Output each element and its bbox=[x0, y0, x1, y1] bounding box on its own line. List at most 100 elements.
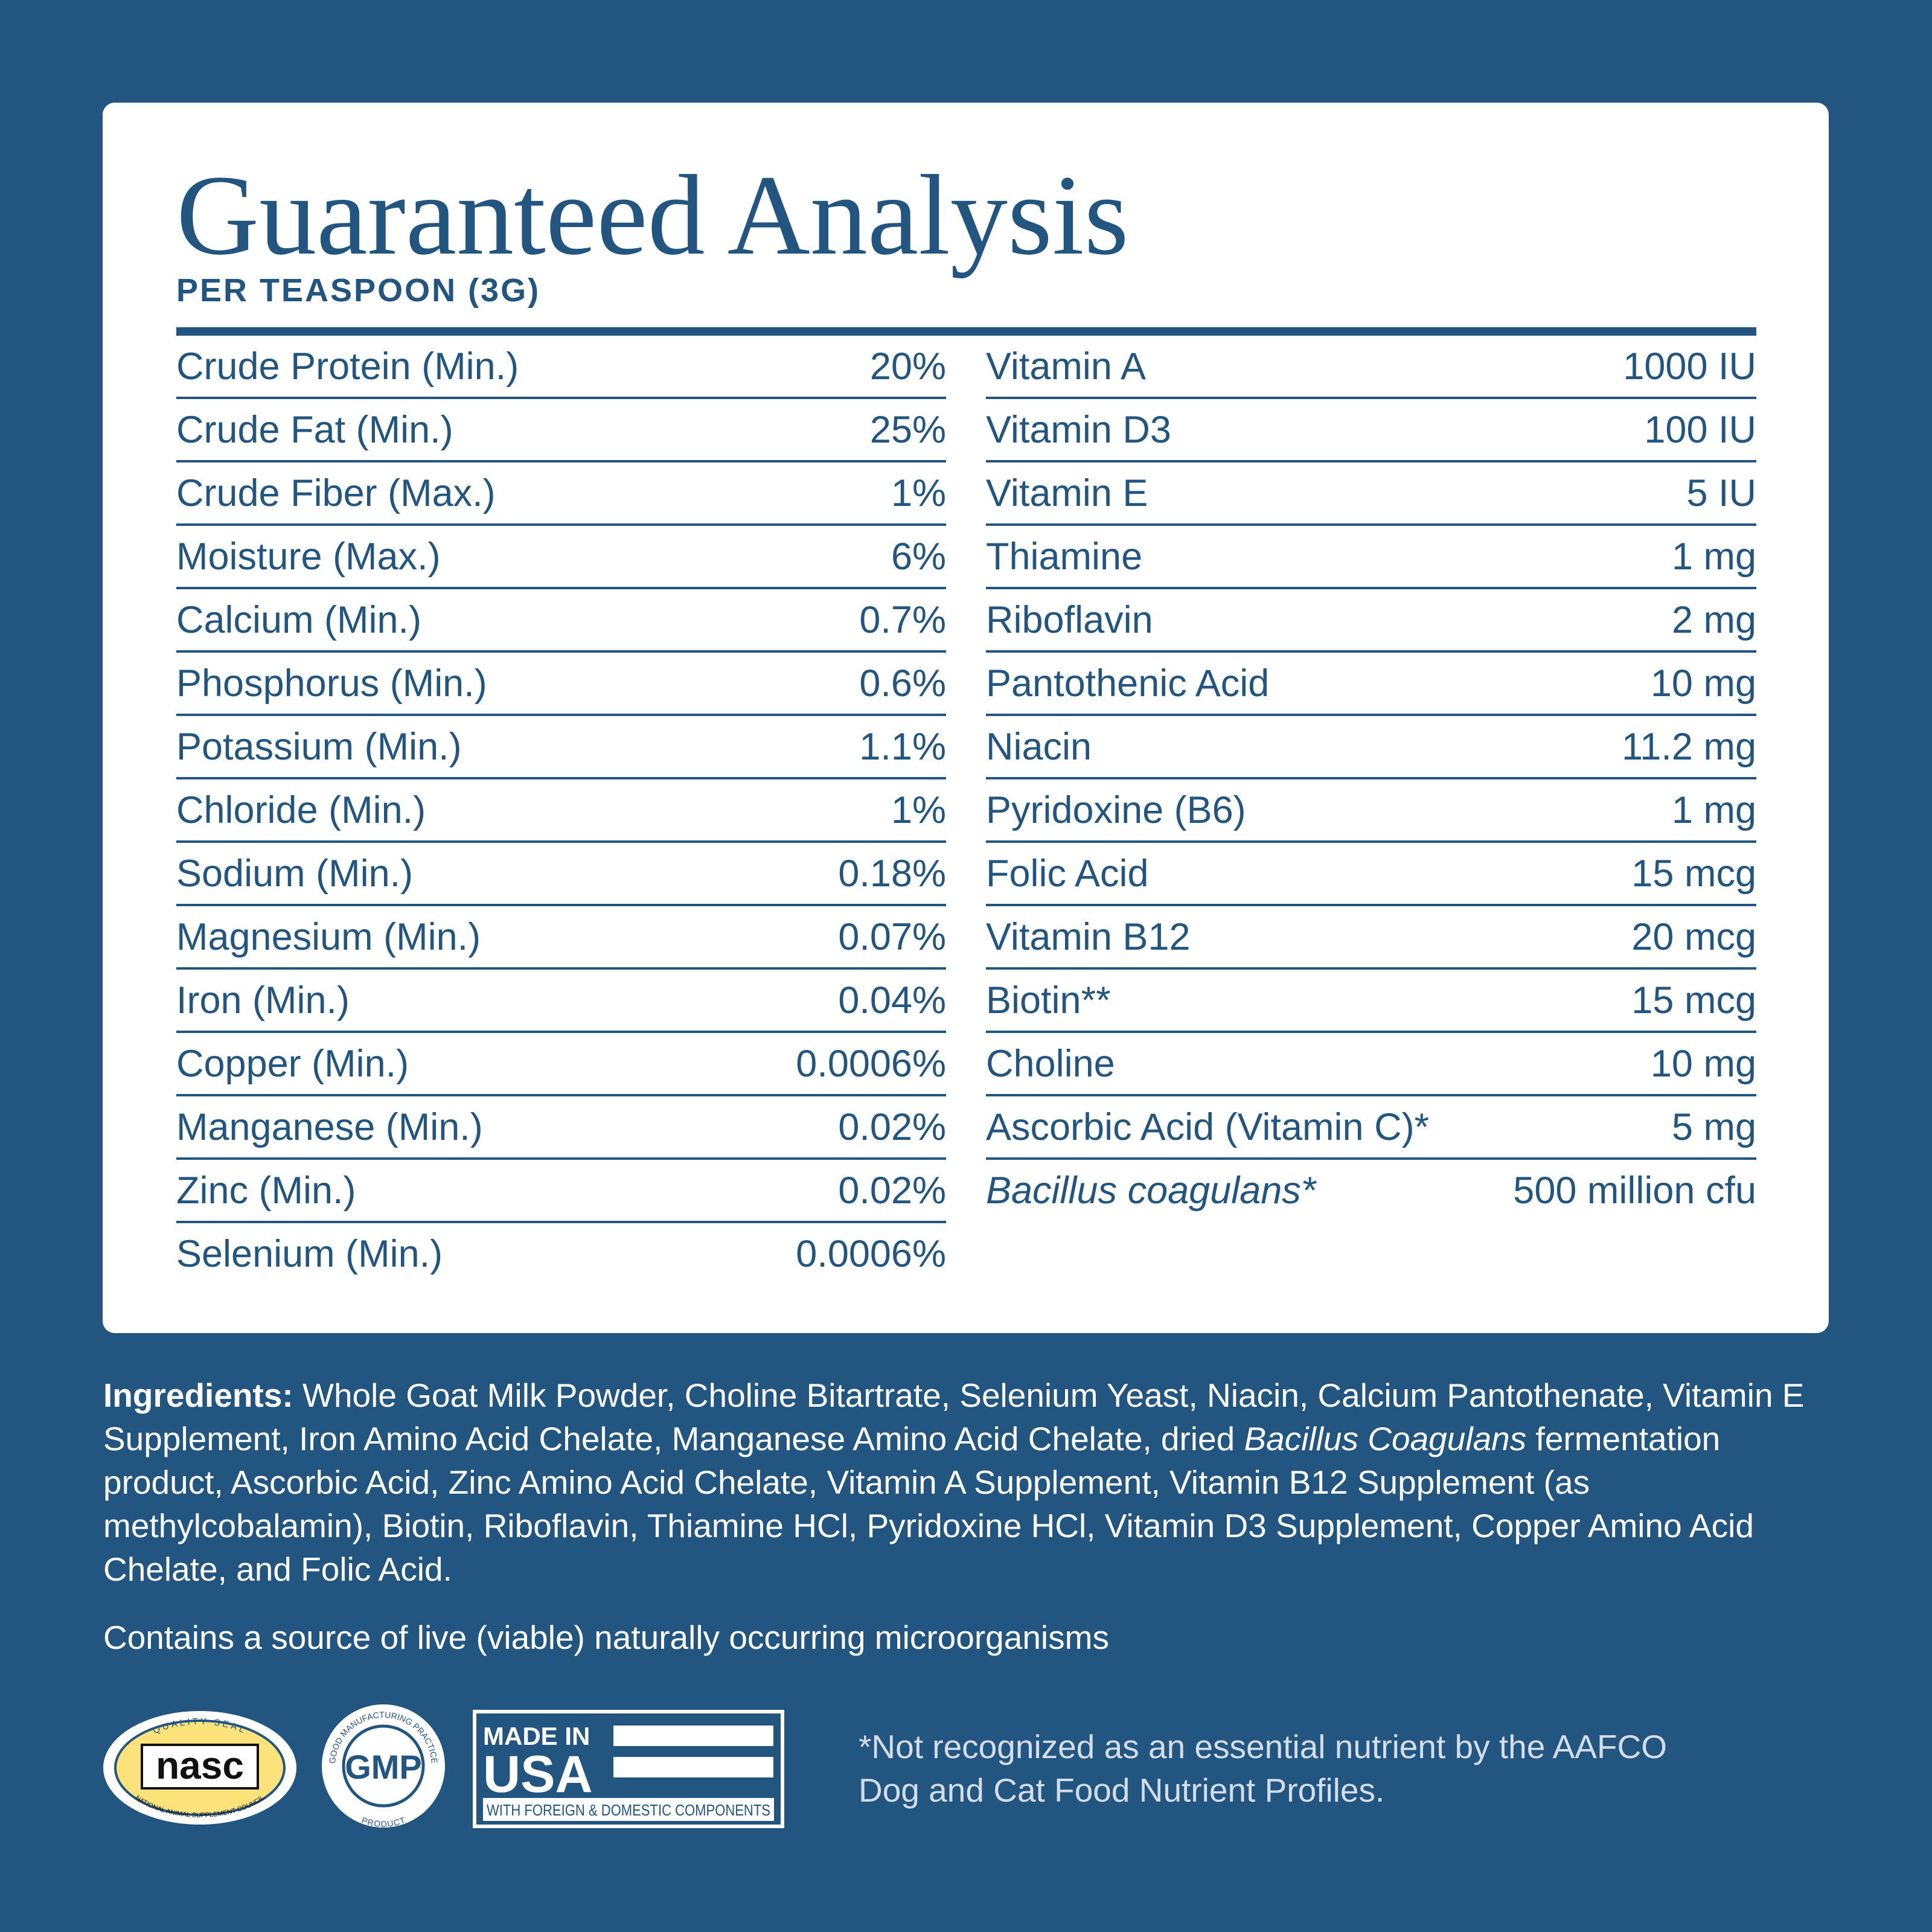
table-row: Potassium (Min.) 1.1% bbox=[176, 716, 946, 779]
nutrient-name: Pyridoxine (B6) bbox=[986, 788, 1246, 831]
nutrient-name: Vitamin E bbox=[986, 472, 1148, 514]
nutrient-value: 15 mcg bbox=[1631, 852, 1756, 895]
nutrient-value: 10 mg bbox=[1650, 1042, 1756, 1085]
nutrient-name: Pantothenic Acid bbox=[986, 662, 1270, 705]
nutrient-value: 0.04% bbox=[838, 979, 946, 1022]
nutrient-name: Riboflavin bbox=[986, 598, 1153, 641]
nutrient-value: 25% bbox=[869, 408, 946, 451]
nutrient-value: 0.07% bbox=[838, 915, 946, 958]
gmp-bottom: PRODUCT bbox=[360, 1815, 407, 1829]
table-row: Crude Protein (Min.) 20% bbox=[176, 336, 946, 399]
nutrient-value: 1% bbox=[891, 472, 946, 514]
analysis-card: Guaranteed Analysis PER TEASPOON (3G) Cr… bbox=[103, 103, 1829, 1333]
table-row: Niacin 11.2 mg bbox=[986, 716, 1756, 779]
table-row: Crude Fiber (Max.) 1% bbox=[176, 462, 946, 526]
table-row: Ascorbic Acid (Vitamin C)* 5 mg bbox=[986, 1096, 1756, 1160]
table-row: Selenium (Min.) 0.0006% bbox=[176, 1223, 946, 1284]
nutrient-name: Zinc (Min.) bbox=[176, 1169, 356, 1212]
nutrient-name: Niacin bbox=[986, 725, 1092, 768]
nutrient-value: 0.02% bbox=[838, 1169, 946, 1212]
table-row: Pantothenic Acid 10 mg bbox=[986, 653, 1756, 716]
nutrient-name: Calcium (Min.) bbox=[176, 598, 422, 641]
table-row: Magnesium (Min.) 0.07% bbox=[176, 906, 946, 970]
table-row: Zinc (Min.) 0.02% bbox=[176, 1160, 946, 1223]
nutrient-name: Vitamin A bbox=[986, 345, 1146, 388]
usa-line2: USA bbox=[483, 1745, 593, 1803]
right-column: Vitamin A 1000 IU Vitamin D3 100 IU Vitamin … bbox=[986, 336, 1756, 1221]
nutrient-name: Thiamine bbox=[986, 535, 1143, 578]
nutrient-value: 0.02% bbox=[838, 1105, 946, 1148]
nutrient-name: Crude Protein (Min.) bbox=[176, 345, 519, 388]
nutrient-value: 0.0006% bbox=[796, 1042, 946, 1085]
nutrient-name: Sodium (Min.) bbox=[176, 852, 414, 895]
nutrient-value: 20% bbox=[869, 345, 946, 388]
nutrient-value: 1 mg bbox=[1671, 788, 1756, 831]
table-row: Choline 10 mg bbox=[986, 1033, 1756, 1096]
left-column: Crude Protein (Min.) 20% Crude Fat (Min.) 2… bbox=[176, 336, 946, 1284]
nutrient-name: Crude Fiber (Max.) bbox=[176, 472, 496, 514]
nutrient-name: Iron (Min.) bbox=[176, 979, 350, 1022]
table-row: Moisture (Max.) 6% bbox=[176, 526, 946, 589]
nutrient-value: 2 mg bbox=[1671, 598, 1756, 641]
table-row: Pyridoxine (B6) 1 mg bbox=[986, 779, 1756, 843]
nutrient-name: Vitamin B12 bbox=[986, 915, 1191, 958]
nutrient-value: 20 mcg bbox=[1631, 915, 1756, 958]
nutrient-name: Potassium (Min.) bbox=[176, 725, 462, 768]
nutrient-name: Choline bbox=[986, 1042, 1115, 1085]
divider bbox=[176, 327, 1756, 336]
nutrient-value: 500 million cfu bbox=[1513, 1169, 1756, 1212]
nutrient-value: 100 IU bbox=[1644, 408, 1756, 451]
nutrient-name: Biotin** bbox=[986, 979, 1111, 1022]
nutrient-name: Copper (Min.) bbox=[176, 1042, 409, 1085]
title: Guaranteed Analysis bbox=[176, 152, 1129, 279]
table-row: Riboflavin 2 mg bbox=[986, 589, 1756, 653]
table-row: Thiamine 1 mg bbox=[986, 526, 1756, 589]
table-row: Vitamin D3 100 IU bbox=[986, 399, 1756, 462]
nutrient-name: Selenium (Min.) bbox=[176, 1232, 443, 1275]
nutrient-name: Vitamin D3 bbox=[986, 408, 1171, 451]
ingredients-text: Bacillus Coagulans bbox=[1244, 1420, 1527, 1457]
nutrient-value: 15 mcg bbox=[1631, 979, 1756, 1022]
nutrient-name: Moisture (Max.) bbox=[176, 535, 441, 578]
nutrient-name: Magnesium (Min.) bbox=[176, 915, 481, 958]
table-row: Iron (Min.) 0.04% bbox=[176, 970, 946, 1033]
nutrient-value: 0.0006% bbox=[796, 1232, 946, 1275]
nutrient-name: Crude Fat (Min.) bbox=[176, 408, 453, 451]
gmp-name: GMP bbox=[345, 1748, 422, 1786]
nutrient-name: Ascorbic Acid (Vitamin C)* bbox=[986, 1105, 1430, 1148]
nutrient-value: 5 IU bbox=[1686, 472, 1756, 514]
nutrient-value: 1% bbox=[891, 788, 946, 831]
ingredients-text: fermentation product, Ascorbic Acid, Zin… bbox=[103, 1420, 1754, 1588]
contains-note: Contains a source of live (viable) natur… bbox=[103, 1619, 1109, 1656]
nutrient-name: Phosphorus (Min.) bbox=[176, 662, 487, 705]
nutrient-value: 1 mg bbox=[1671, 535, 1756, 578]
table-row: Vitamin E 5 IU bbox=[986, 462, 1756, 526]
table-row: Folic Acid 15 mcg bbox=[986, 843, 1756, 906]
table-row: Bacillus coagulans* 500 million cfu bbox=[986, 1160, 1756, 1221]
nutrient-name: Chloride (Min.) bbox=[176, 788, 426, 831]
nutrient-name: Manganese (Min.) bbox=[176, 1105, 483, 1148]
table-row: Vitamin A 1000 IU bbox=[986, 336, 1756, 399]
nutrient-value: 6% bbox=[891, 535, 946, 578]
subtitle: PER TEASPOON (3G) bbox=[176, 272, 541, 309]
usa-line3: WITH FOREIGN & DOMESTIC COMPONENTS bbox=[487, 1801, 770, 1819]
table-row: Manganese (Min.) 0.02% bbox=[176, 1096, 946, 1160]
nutrient-value: 1.1% bbox=[859, 725, 946, 768]
footnote: *Not recognized as an essential nutrient… bbox=[859, 1728, 1668, 1809]
table-row: Vitamin B12 20 mcg bbox=[986, 906, 1756, 970]
usa-line1: MADE IN bbox=[483, 1722, 590, 1750]
ingredients: Ingredients: Whole Goat Milk Powder, Cho… bbox=[103, 1374, 1842, 1591]
ingredients-text: Whole Goat Milk Powder, Choline Bitartra… bbox=[103, 1377, 1805, 1457]
nutrient-name: Bacillus coagulans* bbox=[986, 1169, 1316, 1212]
nasc-seal: QUALITY SEAL nasc NATIONAL ANIMAL SUPPLE… bbox=[103, 1711, 296, 1825]
usa-badge: MADE IN USA WITH FOREIGN & DOMESTIC COMP… bbox=[473, 1710, 784, 1828]
table-row: Phosphorus (Min.) 0.6% bbox=[176, 653, 946, 716]
table-row: Sodium (Min.) 0.18% bbox=[176, 843, 946, 906]
nutrient-value: 0.18% bbox=[838, 852, 946, 895]
nutrient-value: 1000 IU bbox=[1623, 345, 1756, 388]
table-row: Biotin** 15 mcg bbox=[986, 970, 1756, 1033]
nutrient-value: 10 mg bbox=[1650, 662, 1756, 705]
nasc-name: nasc bbox=[156, 1744, 244, 1787]
table-row: Chloride (Min.) 1% bbox=[176, 779, 946, 843]
